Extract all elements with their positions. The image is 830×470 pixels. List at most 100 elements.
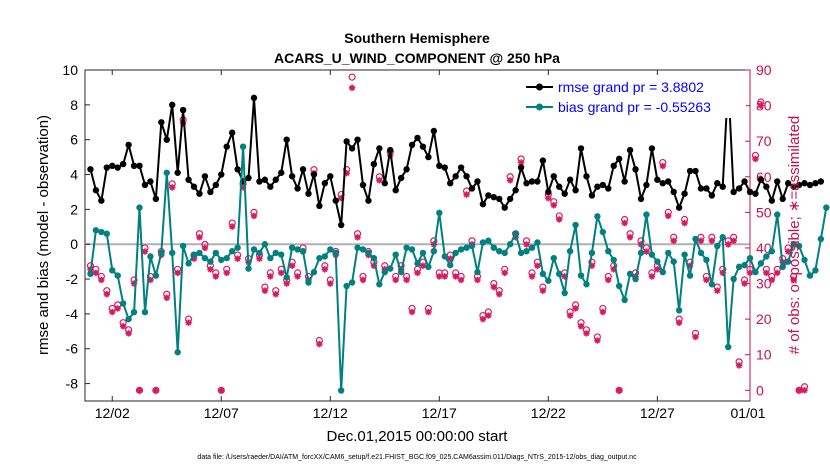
obs-assimilated-stroke bbox=[774, 270, 781, 276]
obs-assimilated-point bbox=[174, 269, 181, 277]
bias-point bbox=[387, 265, 394, 272]
bias-point bbox=[779, 263, 786, 271]
obs-assimilated-point bbox=[795, 387, 803, 394]
rmse-point bbox=[746, 188, 754, 196]
bias-point bbox=[577, 272, 585, 279]
bias-point bbox=[457, 246, 465, 253]
bias-point bbox=[441, 253, 448, 260]
obs-assimilated-point bbox=[223, 269, 230, 277]
bias-point bbox=[158, 249, 165, 257]
bias-point bbox=[468, 242, 476, 250]
bias-point bbox=[316, 254, 323, 262]
bias-point bbox=[632, 275, 639, 283]
rmse-point bbox=[365, 197, 372, 204]
bias-point bbox=[686, 272, 694, 279]
bias-point bbox=[588, 249, 596, 257]
rmse-point bbox=[784, 180, 792, 187]
rmse-point bbox=[397, 174, 405, 182]
rmse-point bbox=[163, 136, 170, 143]
rmse-point bbox=[98, 197, 105, 204]
obs-assimilated-stroke bbox=[627, 234, 633, 241]
obs-assimilated-point bbox=[577, 323, 585, 330]
obs-assimilated-stroke bbox=[567, 312, 573, 319]
obs-assimilated-stroke bbox=[785, 248, 791, 255]
rmse-point bbox=[539, 157, 547, 164]
obs-assimilated-stroke bbox=[725, 241, 732, 248]
bias-point bbox=[561, 289, 568, 297]
rmse-point bbox=[403, 166, 410, 173]
obs-assimilated-point bbox=[452, 273, 459, 280]
rmse-point bbox=[359, 181, 367, 189]
obs-assimilated-point bbox=[566, 312, 574, 319]
rmse-point bbox=[768, 197, 776, 204]
bias-point bbox=[354, 244, 361, 251]
obs-assimilated-stroke bbox=[403, 277, 410, 283]
y-tick-label: -8 bbox=[66, 376, 79, 392]
rmse-point bbox=[474, 178, 481, 185]
obs-assimilated-stroke bbox=[223, 270, 230, 276]
obs-assimilated-point bbox=[550, 202, 557, 209]
bias-point bbox=[599, 228, 607, 236]
obs-assimilated-point bbox=[207, 266, 214, 273]
y-tick-label: 0 bbox=[70, 236, 78, 252]
rmse-point bbox=[376, 145, 383, 152]
bias-point bbox=[463, 244, 470, 251]
obs-assimilated-stroke bbox=[556, 216, 563, 223]
rmse-point bbox=[566, 176, 574, 183]
obs-assimilated-point bbox=[403, 276, 410, 284]
rmse-point bbox=[681, 190, 688, 197]
obs-assimilated-stroke bbox=[540, 287, 546, 294]
obs-assimilated-stroke bbox=[480, 316, 486, 322]
obs-assimilated-stroke bbox=[425, 309, 432, 315]
obs-assimilated-point bbox=[790, 276, 797, 284]
rmse-point bbox=[169, 101, 176, 109]
obs-assimilated-point bbox=[801, 387, 808, 394]
rmse-point bbox=[136, 162, 143, 170]
bias-point bbox=[267, 254, 274, 262]
rmse-point bbox=[697, 185, 705, 192]
rmse-point bbox=[125, 141, 132, 149]
obs-assimilated-stroke bbox=[294, 273, 301, 280]
bias-point bbox=[697, 249, 705, 257]
obs-assimilated-point bbox=[436, 273, 443, 280]
bias-point bbox=[376, 281, 383, 288]
obs-assimilated-point bbox=[163, 294, 170, 301]
rmse-point bbox=[190, 183, 198, 190]
obs-assimilated-stroke bbox=[698, 238, 704, 244]
obs-assimilated-stroke bbox=[616, 387, 622, 394]
bias-point bbox=[256, 249, 263, 257]
bias-line bbox=[89, 145, 828, 392]
obs-assimilated-point bbox=[490, 283, 498, 291]
rmse-point bbox=[283, 136, 290, 143]
rmse-point bbox=[752, 190, 759, 197]
obs-assimilated-point bbox=[746, 269, 754, 277]
obs-assimilated-point bbox=[234, 255, 241, 262]
obs-assimilated-stroke bbox=[202, 245, 208, 251]
rmse-point bbox=[714, 180, 721, 187]
bias-point bbox=[741, 261, 748, 269]
bias-point bbox=[169, 249, 176, 257]
rmse-point bbox=[103, 164, 111, 171]
obs-assimilated-stroke bbox=[256, 255, 263, 262]
y2-tick-label: 20 bbox=[756, 311, 772, 327]
rmse-point bbox=[490, 193, 498, 201]
rmse-point bbox=[152, 195, 160, 203]
obs-assimilated-point bbox=[643, 248, 650, 255]
bias-point bbox=[746, 254, 754, 262]
obs-assimilated-point bbox=[714, 287, 721, 294]
bias-point bbox=[218, 256, 225, 264]
rmse-point bbox=[817, 178, 825, 185]
obs-assimilated-point bbox=[441, 273, 448, 280]
obs-assimilated-stroke bbox=[758, 102, 764, 109]
obs-assimilated-stroke bbox=[185, 319, 192, 326]
obs-assimilated-stroke bbox=[594, 337, 601, 344]
obs-assimilated-stroke bbox=[360, 277, 366, 283]
rmse-point bbox=[414, 134, 421, 142]
bias-point bbox=[261, 241, 269, 248]
y-axis-label: rmse and bias (model - observation) bbox=[35, 115, 52, 355]
obs-assimilated-point bbox=[621, 219, 628, 227]
bias-point bbox=[724, 343, 732, 351]
x-tick-label: 01/01 bbox=[730, 405, 765, 421]
rmse-point bbox=[425, 153, 432, 161]
bias-point bbox=[436, 209, 443, 217]
